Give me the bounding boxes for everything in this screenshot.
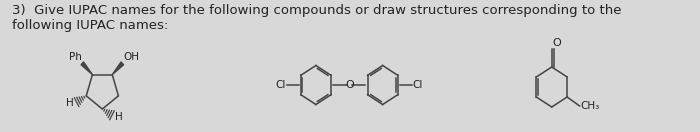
Text: Ph: Ph — [69, 52, 81, 62]
Text: Cl: Cl — [412, 80, 423, 90]
Polygon shape — [81, 62, 92, 75]
Text: O: O — [552, 39, 561, 48]
Text: CH₃: CH₃ — [580, 101, 600, 111]
Text: H: H — [66, 98, 74, 108]
Text: O: O — [345, 79, 354, 89]
Polygon shape — [112, 62, 124, 75]
Text: 3)  Give IUPAC names for the following compounds or draw structures correspondin: 3) Give IUPAC names for the following co… — [12, 4, 621, 32]
Text: H: H — [115, 112, 122, 121]
Text: OH: OH — [123, 52, 139, 62]
Text: Cl: Cl — [276, 80, 286, 90]
